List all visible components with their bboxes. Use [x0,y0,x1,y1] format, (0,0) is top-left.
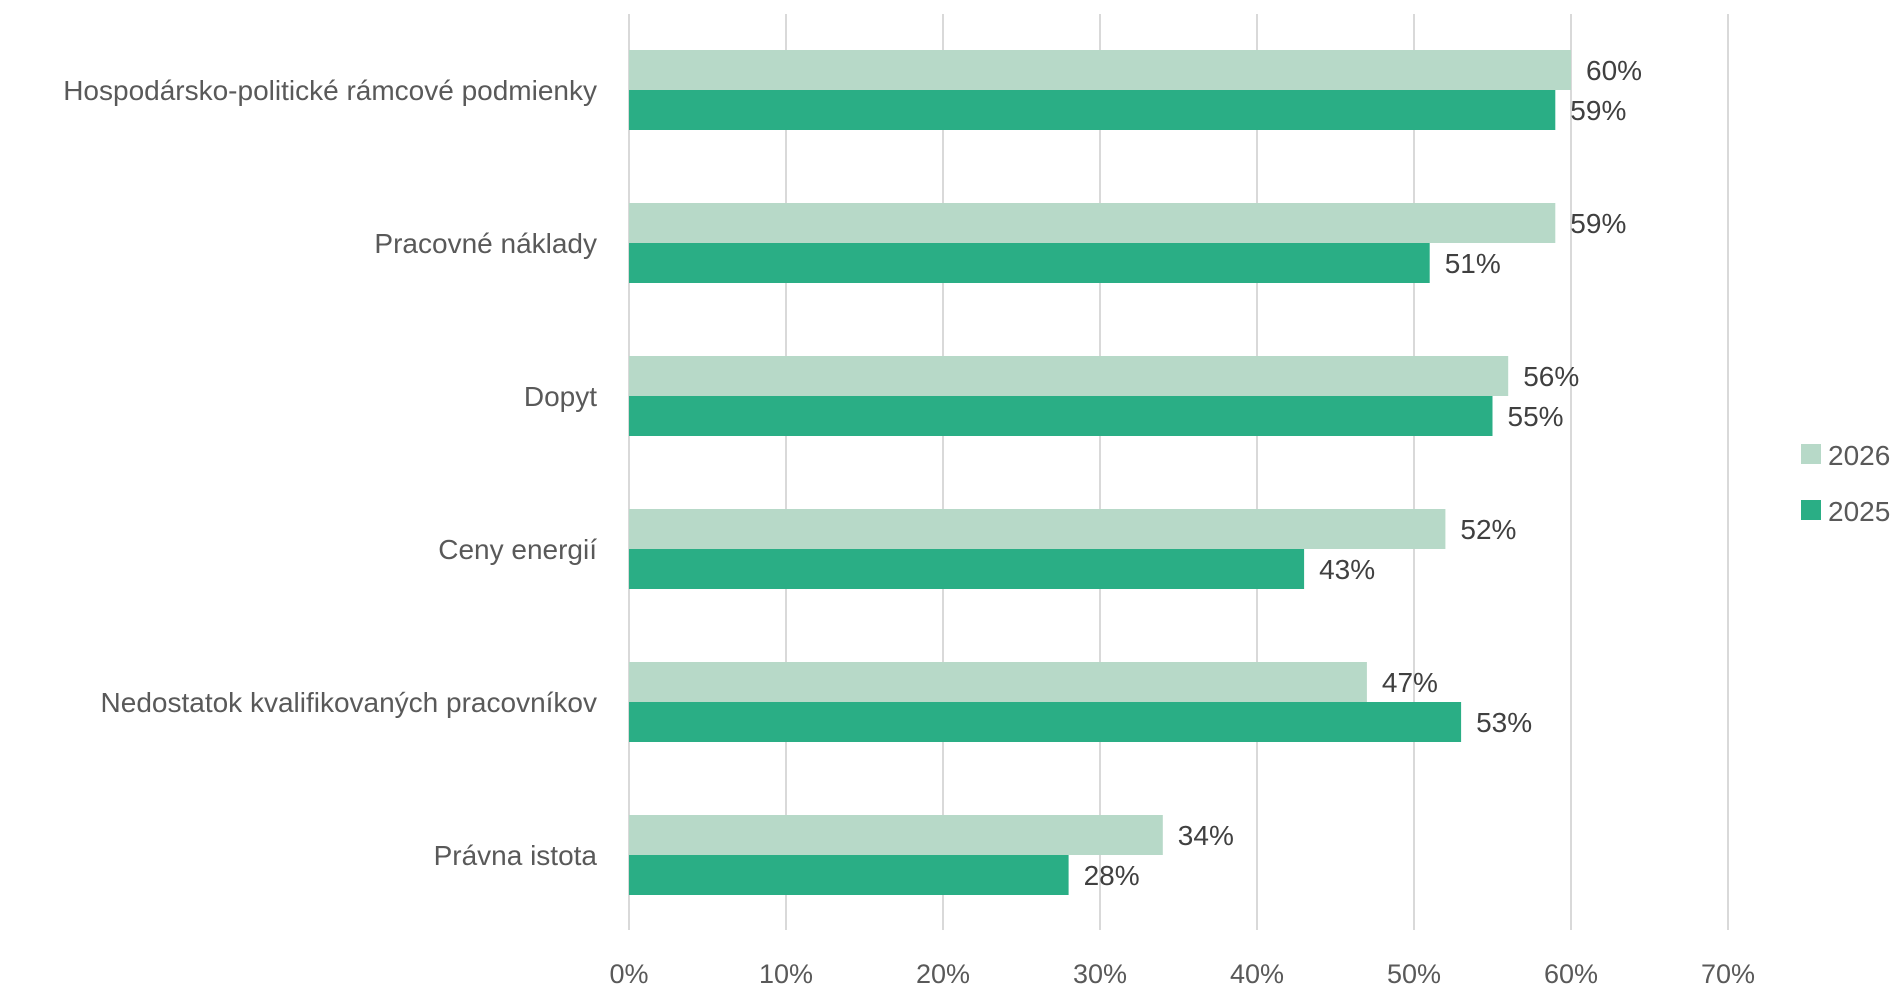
category-label: Dopyt [524,381,597,412]
legend: 2026 2025 [1801,440,1890,527]
data-label-2026: 56% [1523,361,1579,392]
gridlines [628,14,1729,930]
x-axis-tick-labels: 0% 10% 20% 30% 40% 50% 60% 70% [609,959,1755,987]
x-tick-label: 0% [609,959,648,987]
category-label: Pracovné náklady [374,228,597,259]
bar-2026 [629,662,1367,702]
bar-2026 [629,50,1571,90]
bar-2026 [629,509,1446,549]
bar-2025 [629,549,1305,589]
data-label-2026: 59% [1570,208,1626,239]
legend-label-2025: 2025 [1828,496,1890,527]
x-tick-label: 70% [1701,959,1755,987]
data-label-2026: 52% [1460,514,1516,545]
category-label: Hospodársko-politické rámcové podmienky [63,75,597,106]
category-label: Právna istota [434,840,598,871]
legend-swatch-2026 [1801,444,1821,464]
bar-2025 [629,243,1430,283]
data-label-2025: 59% [1570,95,1626,126]
bars [629,50,1571,895]
x-tick-label: 30% [1073,959,1127,987]
bar-2025 [629,396,1493,436]
bar-2025 [629,855,1069,895]
data-label-2025: 43% [1319,554,1375,585]
x-tick-label: 10% [759,959,813,987]
data-label-2026: 60% [1586,55,1642,86]
data-label-2025: 53% [1476,707,1532,738]
bar-2026 [629,815,1163,855]
bar-2026 [629,356,1509,396]
data-label-2026: 34% [1178,820,1234,851]
data-labels: 60% 59% 59% 51% 56% 55% 52% 43% 47% 53% 34% 28% [1084,55,1642,891]
category-labels: Hospodársko-politické rámcové podmienky P… [63,75,597,871]
x-tick-label: 50% [1387,959,1441,987]
legend-swatch-2025 [1801,500,1821,520]
data-label-2025: 55% [1508,401,1564,432]
x-tick-label: 40% [1230,959,1284,987]
data-label-2025: 28% [1084,860,1140,891]
legend-label-2026: 2026 [1828,440,1890,471]
category-label: Ceny energií [438,534,597,565]
x-tick-label: 60% [1544,959,1598,987]
category-label: Nedostatok kvalifikovaných pracovníkov [101,687,597,718]
bar-2025 [629,702,1462,742]
x-tick-label: 20% [916,959,970,987]
data-label-2025: 51% [1445,248,1501,279]
bar-2026 [629,203,1556,243]
data-label-2026: 47% [1382,667,1438,698]
bar-2025 [629,90,1556,130]
